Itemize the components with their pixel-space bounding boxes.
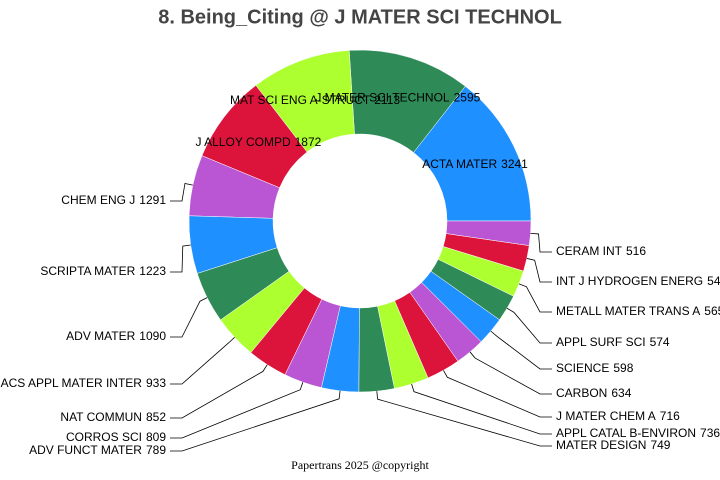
- segment-label: APPL CATAL B-ENVIRON 736: [556, 426, 720, 440]
- leader-line: [170, 382, 304, 439]
- label-name: J ALLOY COMPD: [195, 135, 290, 149]
- label-value: 565: [704, 304, 720, 318]
- label-value: 574: [650, 335, 670, 349]
- label-value: 1291: [139, 193, 166, 207]
- label-value: 3241: [501, 157, 528, 171]
- leader-line: [526, 258, 552, 283]
- segment-label: SCRIPTA MATER 1223: [40, 264, 166, 278]
- label-name: NAT COMMUN: [60, 410, 142, 424]
- label-value: 2113: [374, 93, 400, 107]
- label-value: 1223: [139, 264, 166, 278]
- donut-segment: [445, 220, 532, 246]
- leader-line: [530, 232, 552, 253]
- leader-line: [170, 336, 235, 385]
- label-name: ADV MATER: [66, 329, 135, 343]
- segment-label: ACS APPL MATER INTER 933: [1, 376, 167, 390]
- segment-label: J MATER CHEM A 716: [556, 409, 680, 423]
- segment-label: CARBON 634: [556, 386, 632, 400]
- label-value: 749: [650, 438, 670, 452]
- segment-label: CORROS SCI 809: [66, 430, 166, 444]
- label-name: INT J HYDROGEN ENERG: [556, 274, 703, 288]
- leader-line: [490, 330, 552, 370]
- segment-label: METALL MATER TRANS A 565: [556, 304, 720, 318]
- footer: Papertrans 2025 @copyright: [291, 458, 429, 472]
- leader-line: [170, 183, 193, 202]
- leader-line: [376, 391, 552, 447]
- segment-label: NAT COMMUN 852: [60, 410, 166, 424]
- segment-label: ADV MATER 1090: [66, 329, 166, 343]
- label-value: 634: [611, 386, 631, 400]
- label-value: 598: [613, 361, 633, 375]
- label-name: APPL SURF SCI: [556, 335, 646, 349]
- label-value: 933: [146, 376, 166, 390]
- label-value: 716: [660, 409, 680, 423]
- label-name: CORROS SCI: [66, 430, 142, 444]
- leader-line: [170, 364, 268, 419]
- label-name: ACTA MATER: [422, 157, 497, 171]
- segment-label: SCIENCE 598: [556, 361, 634, 375]
- label-value: 789: [146, 443, 166, 457]
- leader-line: [170, 390, 341, 452]
- leader-line: [170, 297, 208, 338]
- leader-line: [469, 351, 552, 395]
- segment-label: MAT SCI ENG A-STRUCT 2113: [230, 93, 400, 107]
- leader-line: [411, 383, 552, 435]
- label-value: 736: [700, 426, 720, 440]
- label-name: SCRIPTA MATER: [40, 264, 135, 278]
- segment-label: ACTA MATER 3241: [422, 157, 528, 171]
- segment-label: CHEM ENG J 1291: [61, 193, 166, 207]
- label-name: CERAM INT: [556, 244, 623, 258]
- segment-label: APPL SURF SCI 574: [556, 335, 670, 349]
- label-name: APPL CATAL B-ENVIRON: [556, 426, 696, 440]
- label-name: CARBON: [556, 386, 607, 400]
- leader-line: [518, 283, 552, 313]
- leader-line: [506, 307, 552, 344]
- label-name: CHEM ENG J: [61, 193, 135, 207]
- label-value: 545: [707, 274, 720, 288]
- label-name: ADV FUNCT MATER: [29, 443, 142, 457]
- label-name: MAT SCI ENG A-STRUCT: [230, 93, 371, 107]
- label-value: 516: [626, 244, 646, 258]
- label-value: 809: [146, 430, 166, 444]
- leader-line: [170, 244, 191, 273]
- segment-label: J MATER SCI TECHNOL 2595: [315, 91, 480, 105]
- label-name: SCIENCE: [556, 361, 609, 375]
- label-name: J MATER SCI TECHNOL: [315, 91, 450, 105]
- label-name: METALL MATER TRANS A: [556, 304, 700, 318]
- segment-label: MATER DESIGN 749: [556, 438, 671, 452]
- label-value: 2595: [454, 91, 481, 105]
- label-value: 1872: [295, 135, 322, 149]
- segment-label: INT J HYDROGEN ENERG 545: [556, 274, 720, 288]
- segment-label: J ALLOY COMPD 1872: [195, 135, 321, 149]
- label-name: ACS APPL MATER INTER: [1, 376, 143, 390]
- segment-label: CERAM INT 516: [556, 244, 646, 258]
- label-value: 1090: [139, 329, 166, 343]
- label-name: MATER DESIGN: [556, 438, 646, 452]
- leader-line: [443, 370, 552, 418]
- label-name: J MATER CHEM A: [556, 409, 656, 423]
- segment-label: ADV FUNCT MATER 789: [29, 443, 166, 457]
- label-value: 852: [146, 410, 166, 424]
- chart-title: 8. Being_Citing @ J MATER SCI TECHNOL: [158, 6, 562, 28]
